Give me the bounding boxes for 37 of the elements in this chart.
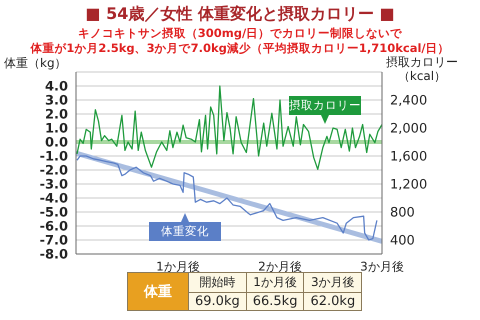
text: 69.0kg [188,292,246,310]
y-tick-label: 1.0 [44,122,68,137]
y-tick-label: -5.0 [40,206,68,221]
y-tick-label: 4.0 [44,80,68,95]
line-series [76,85,382,170]
y-tick-label: 0.0 [44,136,68,151]
y-tick-label: -8.0 [40,248,68,263]
y2-tick-label: 800 [390,206,415,221]
y-tick-label: -3.0 [40,178,68,193]
text: 66.5kg [246,292,304,310]
text: 62.0kg [304,292,362,310]
legend-label: 体重変化 [149,222,222,241]
y-tick-label: -1.0 [40,150,68,165]
series-label: 摂取カロリー [288,96,361,114]
y-tick-label: -6.0 [40,220,68,235]
text: 開始時 [188,272,246,292]
y2-tick-label: 1,600 [390,150,428,165]
y2-tick-label: 400 [390,234,415,249]
y-tick-label: -2.0 [40,164,68,179]
x-tick-label: 3か月後 [360,260,404,274]
text: 体重が1か月2.5kg、3か月で7.0kg減少（平均摂取カロリー1,710kcal/日） [29,41,451,56]
x-tick-label: 1か月後 [156,260,200,274]
text: 体重 [128,272,188,310]
y-tick-label: 3.0 [44,94,68,109]
y-tick-label: -4.0 [40,192,68,207]
y-tick-label: 2.0 [44,108,68,123]
text: 1か月後 [246,272,304,292]
y2-tick-label: 2,400 [390,94,428,109]
y2-tick-label: 2,000 [390,122,428,137]
chart-title: ■ 54歳／女性 体重変化と摂取カロリー ■ [84,4,396,25]
chart-subtitle: キノコキトサン摂取（300mg/日）でカロリー制限しないで [76,26,404,41]
y-axis-title: 体重（kg） [4,55,67,72]
y2-axis-title: 摂取カロリー（kcal） [385,55,459,83]
y-tick-label: -7.0 [40,234,68,249]
text: 3か月後 [304,272,362,292]
x-tick-label: 2か月後 [258,260,302,274]
y2-tick-label: 1,200 [390,178,428,193]
